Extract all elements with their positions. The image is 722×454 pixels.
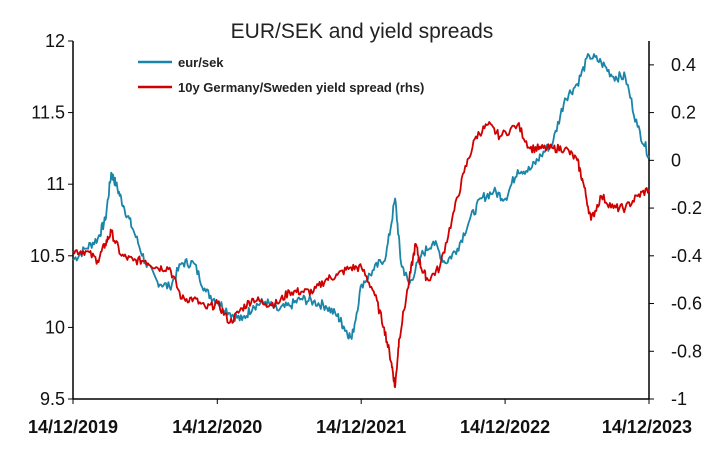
x-axis-tick-label: 14/12/2020 xyxy=(172,417,262,437)
right-axis-tick-label: 0 xyxy=(671,150,681,170)
legend-label: 10y Germany/Sweden yield spread (rhs) xyxy=(178,80,424,95)
left-axis-tick-label: 11.5 xyxy=(31,103,65,123)
right-axis-tick-label: -0.4 xyxy=(671,246,702,266)
left-axis-tick-label: 11 xyxy=(46,174,65,194)
chart-title: EUR/SEK and yield spreads xyxy=(231,20,494,43)
right-axis-tick-label: -0.2 xyxy=(671,198,702,218)
left-axis-tick-label: 9.5 xyxy=(40,389,65,409)
series-line-yield-spread xyxy=(72,121,650,389)
legend-label: eur/sek xyxy=(178,55,224,70)
x-axis-tick-label: 14/12/2021 xyxy=(316,417,406,437)
left-axis-tick-label: 12 xyxy=(45,31,65,51)
x-axis-tick-label: 14/12/2019 xyxy=(28,417,118,437)
right-axis-tick-label: -1 xyxy=(671,389,687,409)
right-axis-tick-label: -0.8 xyxy=(671,341,702,361)
right-axis-tick-label: -0.6 xyxy=(671,294,702,314)
right-axis-tick-label: 0.2 xyxy=(671,103,696,123)
x-axis-tick-label: 14/12/2022 xyxy=(460,417,550,437)
x-axis-tick-label: 14/12/2023 xyxy=(602,417,692,437)
series-line-eursek xyxy=(72,53,650,340)
left-axis-tick-label: 10.5 xyxy=(30,246,65,266)
left-axis-tick-label: 10 xyxy=(45,317,65,337)
right-axis-tick-label: 0.4 xyxy=(671,55,696,75)
